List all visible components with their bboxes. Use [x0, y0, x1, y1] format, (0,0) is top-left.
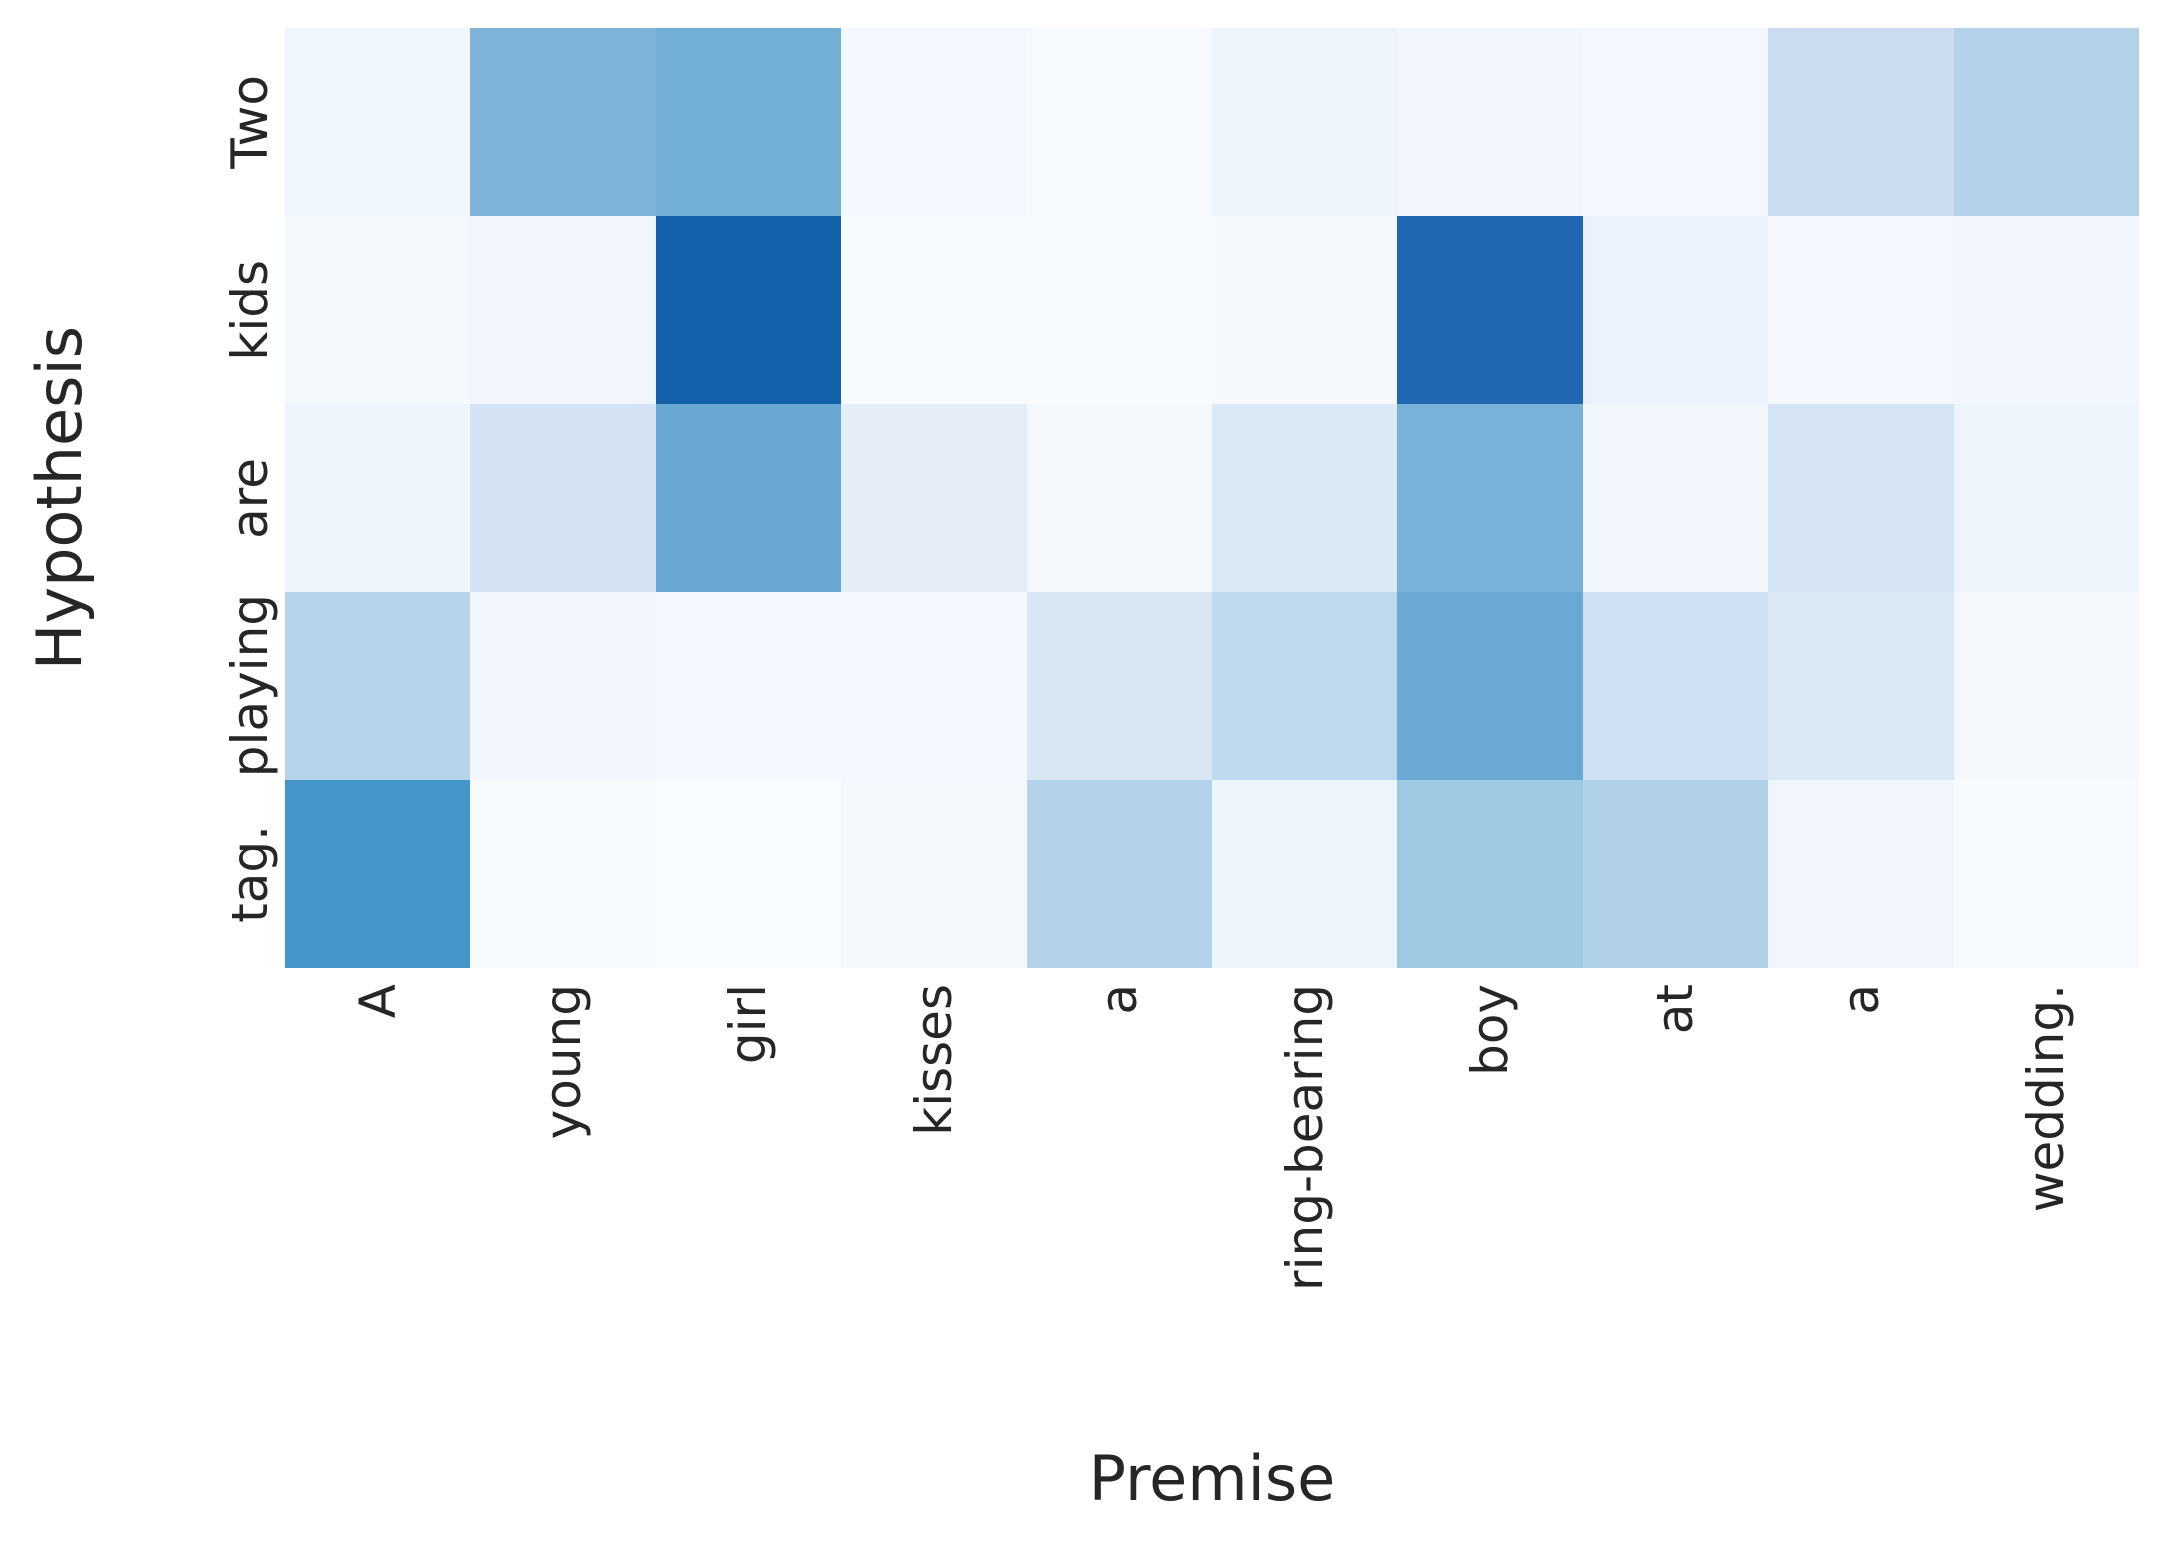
heatmap-cell-are-7-at [1582, 404, 1769, 592]
x-tick-label-6: boy [1461, 984, 1520, 1076]
heatmap-cell-playing-8-a [1768, 592, 1954, 780]
heatmap-cell-are-5-ring-bearing [1211, 404, 1398, 592]
heatmap-cell-are-4-a [1026, 404, 1212, 592]
heatmap-cell-are-6-boy [1397, 404, 1583, 592]
heatmap-cell-Two-5-ring-bearing [1211, 28, 1398, 216]
y-axis-title-container: Hypothesis [14, 28, 106, 968]
heatmap-cell-Two-8-a [1768, 28, 1954, 216]
heatmap-cell-are-1-young [470, 404, 656, 592]
y-tick-label-4: tag. [221, 825, 279, 923]
heatmap-cell-tag.-2-girl [655, 780, 842, 968]
y-tick-slot-3: playing [130, 592, 279, 780]
x-axis-title: Premise [1088, 1442, 1336, 1515]
x-tick-label-5: ring-bearing [1275, 984, 1334, 1291]
heatmap-cell-kids-9-wedding. [1953, 216, 2139, 404]
heatmap-cell-are-8-a [1768, 404, 1954, 592]
x-tick-label-0: A [348, 984, 407, 1019]
x-tick-slot-4: a [1027, 984, 1212, 1414]
x-tick-label-4: a [1090, 984, 1149, 1015]
y-tick-label-2: are [221, 457, 279, 539]
heatmap-cell-kids-6-boy [1397, 216, 1583, 404]
x-tick-slot-6: boy [1397, 984, 1582, 1414]
heatmap-cell-tag.-0-A [285, 780, 471, 968]
y-tick-slot-0: Two [130, 28, 279, 216]
heatmap-cell-Two-0-A [285, 28, 471, 216]
heatmap-cell-playing-6-boy [1397, 592, 1583, 780]
heatmap-cell-tag.-7-at [1582, 780, 1769, 968]
heatmap-cell-kids-0-A [285, 216, 471, 404]
heatmap-cell-playing-4-a [1026, 592, 1212, 780]
x-tick-label-8: a [1831, 984, 1890, 1015]
y-axis-tick-labels: Two kids are playing tag. [130, 28, 279, 968]
heatmap-cell-tag.-1-young [470, 780, 656, 968]
heatmap-cell-playing-7-at [1582, 592, 1769, 780]
x-tick-slot-5: ring-bearing [1212, 984, 1397, 1414]
heatmap-cell-Two-4-a [1026, 28, 1212, 216]
heatmap-cell-are-0-A [285, 404, 471, 592]
heatmap-cell-kids-3-kisses [841, 216, 1027, 404]
heatmap-cell-tag.-8-a [1768, 780, 1954, 968]
y-tick-label-0: Two [221, 75, 279, 169]
heatmap-cell-Two-3-kisses [841, 28, 1027, 216]
y-tick-label-3: playing [221, 594, 279, 778]
x-tick-slot-0: A [285, 984, 470, 1414]
y-tick-label-1: kids [221, 259, 279, 361]
heatmap-cell-Two-1-young [470, 28, 656, 216]
heatmap-cell-Two-6-boy [1397, 28, 1583, 216]
x-tick-label-1: young [534, 984, 593, 1140]
heatmap-cell-are-2-girl [655, 404, 842, 592]
y-tick-slot-4: tag. [130, 780, 279, 968]
heatmap-cell-tag.-9-wedding. [1953, 780, 2139, 968]
x-tick-label-2: girl [719, 984, 778, 1065]
heatmap-cell-kids-1-young [470, 216, 656, 404]
heatmap-cell-playing-2-girl [655, 592, 842, 780]
x-tick-slot-3: kisses [841, 984, 1026, 1414]
x-tick-slot-2: girl [656, 984, 841, 1414]
heatmap-cell-tag.-3-kisses [841, 780, 1027, 968]
heatmap-cell-tag.-5-ring-bearing [1211, 780, 1398, 968]
heatmap-cell-kids-2-girl [655, 216, 842, 404]
heatmap-cell-Two-7-at [1582, 28, 1769, 216]
heatmap-cell-kids-5-ring-bearing [1211, 216, 1398, 404]
x-tick-slot-1: young [470, 984, 655, 1414]
heatmap-cell-tag.-6-boy [1397, 780, 1583, 968]
heatmap-cell-playing-9-wedding. [1953, 592, 2139, 780]
x-tick-label-7: at [1646, 984, 1705, 1035]
heatmap-cell-kids-4-a [1026, 216, 1212, 404]
y-tick-slot-1: kids [130, 216, 279, 404]
heatmap-cell-are-9-wedding. [1953, 404, 2139, 592]
heatmap-cell-kids-7-at [1582, 216, 1769, 404]
heatmap-cell-Two-9-wedding. [1953, 28, 2139, 216]
heatmap-cell-playing-1-young [470, 592, 656, 780]
heatmap-grid [285, 28, 2139, 968]
x-axis-title-container: Premise [285, 1442, 2139, 1515]
x-tick-label-3: kisses [904, 984, 963, 1136]
x-tick-label-9: wedding. [2017, 984, 2076, 1213]
x-tick-slot-9: wedding. [1954, 984, 2139, 1414]
y-axis-title: Hypothesis [23, 325, 96, 671]
heatmap-cell-are-3-kisses [841, 404, 1027, 592]
heatmap-cell-playing-0-A [285, 592, 471, 780]
heatmap-cell-Two-2-girl [655, 28, 842, 216]
x-tick-slot-7: at [1583, 984, 1768, 1414]
y-tick-slot-2: are [130, 404, 279, 592]
heatmap-cell-tag.-4-a [1026, 780, 1212, 968]
heatmap-cell-playing-3-kisses [841, 592, 1027, 780]
heatmap-cell-kids-8-a [1768, 216, 1954, 404]
heatmap-cell-playing-5-ring-bearing [1211, 592, 1398, 780]
x-tick-slot-8: a [1768, 984, 1953, 1414]
